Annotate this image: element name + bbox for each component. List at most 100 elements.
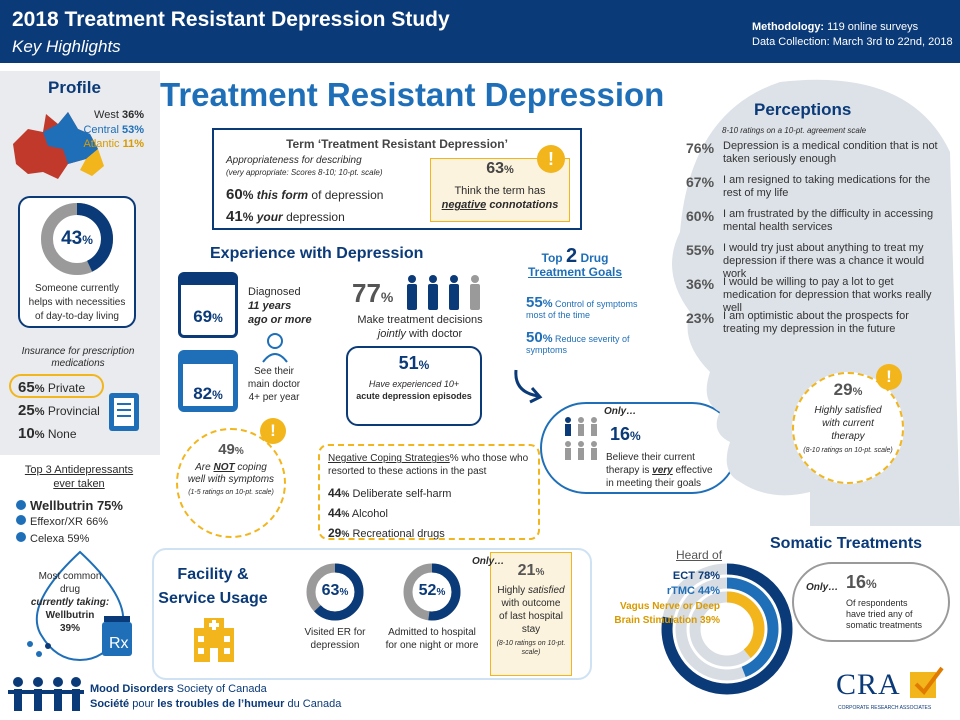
perceptions-title: Perceptions bbox=[754, 100, 852, 119]
insurance-title: Insurance for prescription medications bbox=[21, 346, 135, 369]
negative-coping-row: 44% Alcohol bbox=[328, 506, 388, 520]
facility-box bbox=[152, 548, 592, 680]
heard-of-label: Heard of bbox=[676, 548, 723, 562]
ect-label: ECT 78% bbox=[672, 570, 720, 582]
helper-text: Someone currently helps with necessities… bbox=[28, 283, 126, 322]
perception-text: I am resigned to taking medications for … bbox=[723, 174, 931, 199]
cra-subtitle: CORPORATE RESEARCH ASSOCIATES bbox=[838, 705, 932, 711]
svg-text:Rx: Rx bbox=[109, 635, 129, 652]
only16-only: Only… bbox=[604, 406, 637, 417]
people-grid-icon bbox=[565, 417, 597, 460]
private-highlight bbox=[9, 374, 104, 398]
satisfied-text: Highly satisfied with current therapy (8-10… bbox=[803, 405, 893, 454]
perceptions-note: 8-10 ratings on a 10-pt. agreement scale bbox=[722, 126, 867, 135]
insurance-list: 65% Private 25% Provincial 10% None bbox=[18, 377, 100, 446]
term-row-2: 41% your depression bbox=[226, 208, 345, 225]
people-icon bbox=[407, 275, 480, 310]
perception-row: 76% Depression is a medical condition tha… bbox=[686, 140, 946, 170]
insurance-row: 65% Private bbox=[18, 379, 86, 396]
profile-title: Profile bbox=[48, 78, 101, 97]
er-text: Visited ER for depression bbox=[304, 627, 366, 651]
perception-row: 36% I would be willing to pay a lot to ge… bbox=[686, 276, 946, 314]
insurance-row: 25% Provincial bbox=[18, 402, 100, 419]
experience-title: Experience with Depression bbox=[210, 245, 424, 262]
perception-row: 55% I would try just about anything to tr… bbox=[686, 242, 946, 280]
admitted-pct: 52% bbox=[418, 582, 446, 599]
negative-coping-title: Negative Coping Strategies% who those wh… bbox=[328, 453, 529, 477]
pill-icon bbox=[16, 515, 26, 525]
negative-coping-list: 44% Deliberate self-harm 44% Alcohol 29% R… bbox=[328, 484, 451, 544]
coping-text: Are NOT coping well with symptoms (1-5 rat… bbox=[187, 462, 275, 496]
perception-pct: 60% bbox=[686, 208, 715, 224]
satisfied-circle bbox=[792, 372, 904, 484]
antidepressant-item: Celexa 59% bbox=[16, 531, 123, 548]
negative-coping-row: 44% Deliberate self-harm bbox=[328, 486, 452, 500]
term-row-1: 60% this form of depression bbox=[226, 186, 384, 203]
main-title: Treatment Resistant Depression bbox=[160, 76, 665, 113]
canada-map-icon bbox=[13, 112, 104, 179]
perception-text: I am frustrated by the difficulty in acc… bbox=[723, 208, 934, 233]
diag-text: Diagnosed 11 years ago or more bbox=[248, 286, 312, 326]
joint-pct: 77% bbox=[352, 278, 394, 308]
helper-box bbox=[18, 196, 136, 328]
negative-pct: 63% bbox=[486, 160, 514, 177]
perception-pct: 67% bbox=[686, 174, 715, 190]
drop-shape bbox=[35, 550, 125, 662]
org-name: Mood Disorders Society of Canada Société… bbox=[90, 683, 342, 710]
hospital-satisfied-box bbox=[490, 552, 572, 676]
region-atlantic: Atlantic 11% bbox=[83, 138, 144, 150]
hospital-satisfied-pct: 21% bbox=[517, 562, 545, 579]
somatic-only: Only… bbox=[806, 582, 839, 593]
goals-title: Top 2 Drug Treatment Goals bbox=[527, 245, 623, 279]
antidepressant-item: Wellbutrin 75% bbox=[16, 497, 123, 514]
calendar-icon-2 bbox=[178, 350, 238, 412]
hospital-icon bbox=[194, 618, 234, 662]
hospital-satisfied-text: Highly satisfied with outcome of last hosp… bbox=[496, 585, 566, 656]
calendar-icon bbox=[178, 272, 238, 338]
er-pct: 63% bbox=[321, 582, 349, 599]
er-donut bbox=[306, 563, 364, 621]
term-box bbox=[212, 128, 582, 230]
somatic-title: Somatic Treatments bbox=[770, 535, 923, 552]
antidepressant-item: Effexor/XR 66% bbox=[16, 514, 123, 531]
perception-row: 23% I am optimistic about the prospects f… bbox=[686, 310, 946, 340]
perception-row: 67% I am resigned to taking medications f… bbox=[686, 174, 946, 204]
somatic-only-box bbox=[792, 562, 950, 642]
report-subtitle: Key Highlights bbox=[12, 37, 121, 56]
perception-pct: 23% bbox=[686, 310, 715, 326]
perception-pct: 76% bbox=[686, 140, 715, 156]
region-central: Central 53% bbox=[83, 124, 144, 136]
mood-disorders-logo bbox=[8, 677, 84, 711]
doctor-text: See their main doctor 4+ per year bbox=[247, 366, 301, 403]
only16-pct: 16% bbox=[610, 424, 641, 444]
antidepressant-list: Wellbutrin 75% Effexor/XR 66% Celexa 59% bbox=[16, 497, 123, 548]
antidepressants-title: Top 3 Antidepressants ever taken bbox=[24, 464, 134, 490]
arrow-icon bbox=[514, 369, 543, 404]
doctor-icon bbox=[262, 333, 288, 363]
facility-only: Only… bbox=[472, 556, 505, 567]
somatic-pct: 16% bbox=[846, 572, 877, 592]
joint-text: Make treatment decisions jointly with doc… bbox=[357, 314, 483, 340]
clipboard-icon bbox=[109, 393, 139, 431]
pill-icon bbox=[16, 500, 26, 510]
coping-circle bbox=[176, 428, 286, 538]
negative-coping-row: 29% Recreational drugs bbox=[328, 526, 445, 540]
alert-icon-2: ! bbox=[260, 418, 286, 444]
header-banner: 2018 Treatment Resistant Depression Stud… bbox=[0, 0, 960, 63]
satisfied-pct: 29% bbox=[833, 380, 863, 399]
report-title: 2018 Treatment Resistant Depression Stud… bbox=[12, 8, 450, 31]
perception-text: I would be willing to pay a lot to get m… bbox=[723, 276, 932, 314]
pills-icon bbox=[27, 641, 51, 657]
only16-text: Believe their current therapy is very eff… bbox=[606, 452, 713, 489]
current-drug: Most common drug currently taking: Wellbut… bbox=[30, 571, 110, 634]
somatic-rings bbox=[661, 563, 793, 695]
rx-bottle-icon: Rx bbox=[102, 616, 132, 656]
alert-icon: ! bbox=[537, 145, 565, 173]
perception-pct: 36% bbox=[686, 276, 715, 292]
perception-row: 60% I am frustrated by the difficulty in … bbox=[686, 208, 946, 238]
term-approp: Appropriateness for describing (very appr… bbox=[226, 155, 383, 177]
negative-coping-box bbox=[318, 444, 540, 540]
somatic-text: Of respondents have tried any of somatic t… bbox=[846, 598, 923, 630]
pill-icon bbox=[16, 532, 26, 542]
negative-text: Think the term has negative connotations bbox=[441, 185, 559, 211]
